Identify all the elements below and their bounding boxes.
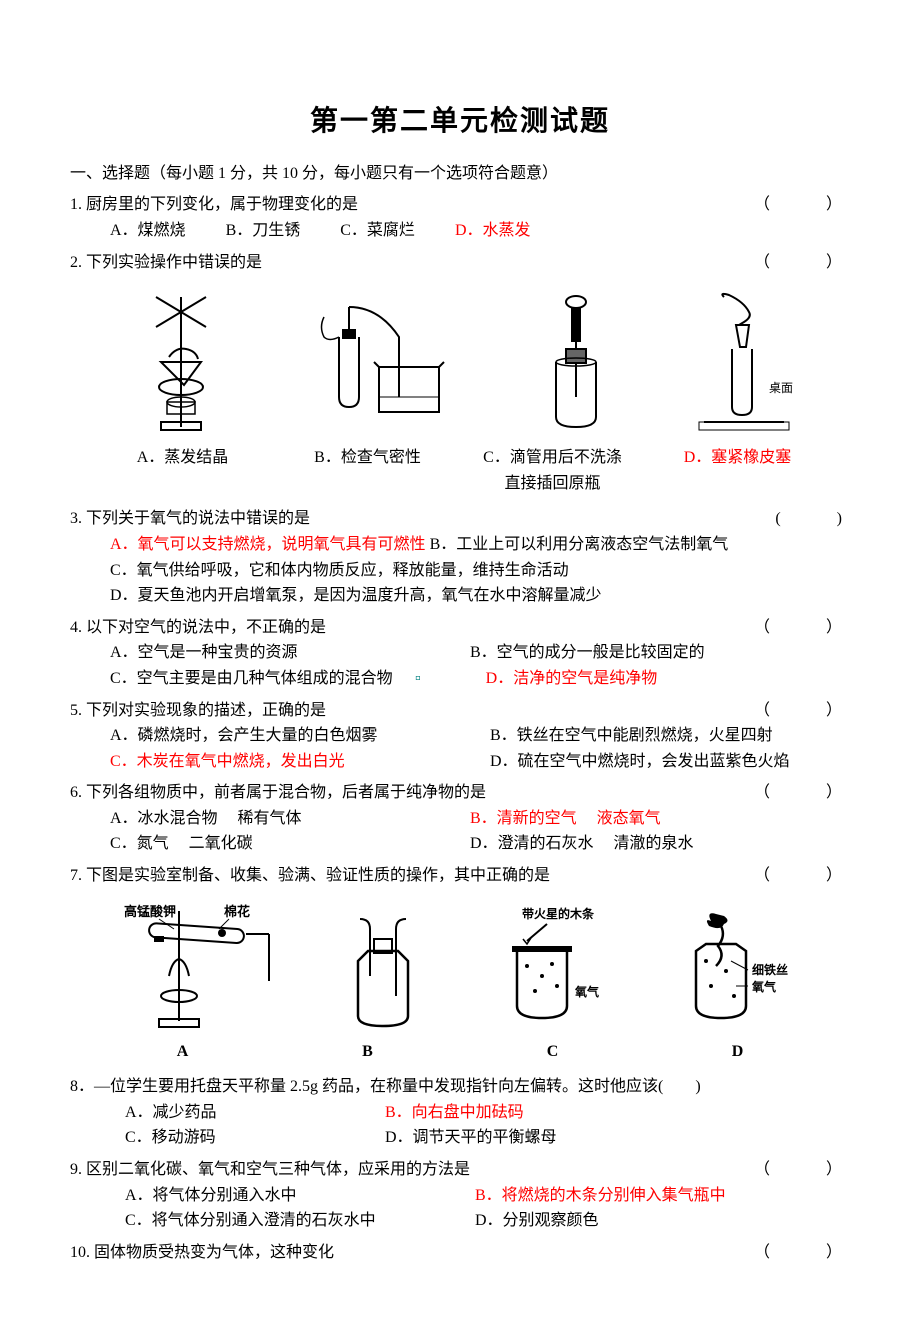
q7-caption-a: A (90, 1039, 275, 1065)
q7-figure-c: 带火星的木条 氧气 (487, 906, 627, 1031)
q8-option-c: C．移动游码 (125, 1125, 325, 1151)
q6-option-a: A．冰水混合物 稀有气体 (110, 806, 410, 832)
q10-stem: 10. 固体物质受热变为气体，这种变化 (70, 1240, 734, 1266)
answer-blank: （ ） (754, 780, 850, 806)
svg-text:高锰酸钾: 高锰酸钾 (124, 904, 176, 919)
q4-option-a: A．空气是一种宝贵的资源 (110, 640, 410, 666)
q3-option-c: C．氧气供给呼吸，它和体内物质反应，释放能量，维持生命活动 (110, 558, 569, 584)
q1-option-d: D．水蒸发 (455, 218, 531, 244)
q9-option-a: A．将气体分别通入水中 (125, 1183, 415, 1209)
q1-option-b: B．刀生锈 (226, 218, 301, 244)
q5-stem: 5. 下列对实验现象的描述，正确的是 (70, 698, 734, 724)
q9-option-d: D．分别观察颜色 (475, 1208, 599, 1234)
q4-option-b: B．空气的成分一般是比较固定的 (470, 640, 705, 666)
question-8: 8．—位学生要用托盘天平称量 2.5g 药品，在称量中发现指针向左偏转。这时他应… (70, 1074, 850, 1151)
answer-blank: （ ） (754, 1157, 850, 1183)
question-3: 3. 下列关于氧气的说法中错误的是 ( ) A．氧气可以支持燃烧，说明氧气具有可… (70, 506, 850, 608)
q5-option-c: C．木炭在氧气中燃烧，发出白光 (110, 749, 430, 775)
q8-stem: 8．—位学生要用托盘天平称量 2.5g 药品，在称量中发现指针向左偏转。这时他应… (70, 1074, 850, 1100)
section-header: 一、选择题（每小题 1 分，共 10 分，每小题只有一个选项符合题意） (70, 161, 850, 187)
q6-option-c: C．氮气 二氧化碳 (110, 831, 410, 857)
answer-blank: （ ） (754, 250, 850, 276)
answer-blank: （ ） (754, 863, 850, 889)
q8-option-d: D．调节天平的平衡螺母 (385, 1125, 557, 1151)
q1-option-a: A．煤燃烧 (110, 218, 186, 244)
page-title: 第一第二单元检测试题 (70, 100, 850, 145)
q2-figures: 桌面 (70, 287, 850, 437)
q2-figure-b (309, 287, 459, 437)
q3-stem: 3. 下列关于氧气的说法中错误的是 (70, 506, 755, 532)
q2-caption-a: A．蒸发结晶 (90, 445, 275, 496)
svg-text:带火星的木条: 带火星的木条 (522, 906, 595, 921)
question-6: 6. 下列各组物质中，前者属于混合物，后者属于纯净物的是 （ ） A．冰水混合物… (70, 780, 850, 857)
answer-blank: （ ） (754, 615, 850, 641)
q2-figure-a (126, 287, 236, 437)
q2-caption-b: B．检查气密性 (275, 445, 460, 496)
q2-captions: A．蒸发结晶 B．检查气密性 C．滴管用后不洗涤 直接插回原瓶 D．塞紧橡皮塞 (70, 445, 850, 496)
question-10: 10. 固体物质受热变为气体，这种变化 （ ） (70, 1240, 850, 1266)
question-2: 2. 下列实验操作中错误的是 （ ） (70, 250, 850, 497)
q2-d-label: 桌面 (769, 381, 793, 395)
q1-option-c: C．菜腐烂 (340, 218, 415, 244)
q3-option-d: D．夏天鱼池内开启增氧泵，是因为温度升高，氧气在水中溶解量减少 (110, 583, 602, 609)
svg-text:棉花: 棉花 (224, 904, 250, 919)
question-1: 1. 厨房里的下列变化，属于物理变化的是 （ ） A．煤燃烧 B．刀生锈 C．菜… (70, 192, 850, 243)
q9-option-c: C．将气体分别通入澄清的石灰水中 (125, 1208, 415, 1234)
q7-caption-b: B (275, 1039, 460, 1065)
q7-figure-a: 高锰酸钾 棉花 (114, 901, 279, 1031)
answer-blank: （ ） (754, 192, 850, 218)
svg-text:氧气: 氧气 (574, 984, 599, 999)
q7-figures: 高锰酸钾 棉花 (70, 901, 850, 1031)
svg-text:细铁丝: 细铁丝 (752, 962, 788, 977)
q7-captions: A B C D (70, 1039, 850, 1065)
q3-option-a: A．氧气可以支持燃烧，说明氧气具有可燃性 (110, 532, 426, 558)
q5-option-b: B．铁丝在空气中能剧烈燃烧，火星四射 (490, 723, 773, 749)
question-7: 7. 下图是实验室制备、收集、验满、验证性质的操作，其中正确的是 （ ） 高锰酸… (70, 863, 850, 1064)
q4-option-d: D．洁净的空气是纯净物 (486, 666, 658, 692)
answer-blank: （ ） (754, 1240, 850, 1266)
q7-figure-b (328, 911, 438, 1031)
q7-caption-c: C (460, 1039, 645, 1065)
q3-option-b: B．工业上可以利用分离液态空气法制氧气 (430, 532, 729, 558)
q6-option-b: B．清新的空气 液态氧气 (470, 806, 661, 832)
q4-stem: 4. 以下对空气的说法中，不正确的是 (70, 615, 734, 641)
q7-stem: 7. 下图是实验室制备、收集、验满、验证性质的操作，其中正确的是 (70, 863, 734, 889)
q1-stem: 1. 厨房里的下列变化，属于物理变化的是 (70, 192, 734, 218)
svg-text:氧气: 氧气 (751, 979, 776, 994)
marker-icon: ▫ (415, 666, 421, 692)
q7-caption-d: D (645, 1039, 830, 1065)
q9-stem: 9. 区别二氧化碳、氧气和空气三种气体，应采用的方法是 (70, 1157, 734, 1183)
q2-figure-c (531, 287, 621, 437)
q2-caption-d: D．塞紧橡皮塞 (645, 445, 830, 496)
answer-blank: （ ） (754, 698, 850, 724)
q2-caption-c: C．滴管用后不洗涤 直接插回原瓶 (460, 445, 645, 496)
answer-blank: ( ) (775, 506, 850, 532)
q8-option-a: A．减少药品 (125, 1100, 325, 1126)
q5-option-a: A．磷燃烧时，会产生大量的白色烟雾 (110, 723, 430, 749)
q4-option-c: C．空气主要是由几种气体组成的混合物 (110, 666, 410, 692)
q2-stem: 2. 下列实验操作中错误的是 (70, 250, 734, 276)
question-9: 9. 区别二氧化碳、氧气和空气三种气体，应采用的方法是 （ ） A．将气体分别通… (70, 1157, 850, 1234)
question-4: 4. 以下对空气的说法中，不正确的是 （ ） A．空气是一种宝贵的资源 B．空气… (70, 615, 850, 692)
q6-option-d: D．澄清的石灰水 清澈的泉水 (470, 831, 694, 857)
q9-option-b: B．将燃烧的木条分别伸入集气瓶中 (475, 1183, 726, 1209)
question-5: 5. 下列对实验现象的描述，正确的是 （ ） A．磷燃烧时，会产生大量的白色烟雾… (70, 698, 850, 775)
q8-option-b: B．向右盘中加砝码 (385, 1100, 524, 1126)
q2-figure-d: 桌面 (694, 287, 794, 437)
q6-stem: 6. 下列各组物质中，前者属于混合物，后者属于纯净物的是 (70, 780, 734, 806)
q5-option-d: D．硫在空气中燃烧时，会发出蓝紫色火焰 (490, 749, 790, 775)
q7-figure-d: 细铁丝 氧气 (676, 906, 806, 1031)
